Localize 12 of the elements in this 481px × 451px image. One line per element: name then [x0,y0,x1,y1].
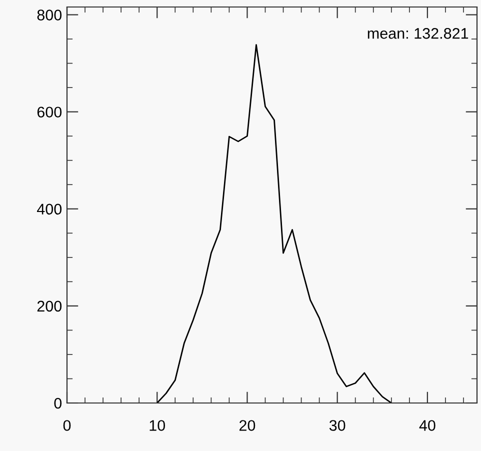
y-tick-label: 800 [37,10,62,20]
x-tick-label: 0 [63,420,71,431]
x-tick-label: 10 [150,420,166,431]
y-tick-label: 0 [54,398,62,409]
annotation: mean: 132.821 [368,28,468,39]
x-tick-label: 40 [419,420,436,431]
y-tick-label: 400 [37,204,62,215]
y-tick-label: 600 [37,106,62,118]
line-series [156,44,392,403]
y-tick-label: 200 [37,300,62,312]
x-tick-label: 30 [329,420,346,431]
x-tick-label: 20 [239,420,256,431]
